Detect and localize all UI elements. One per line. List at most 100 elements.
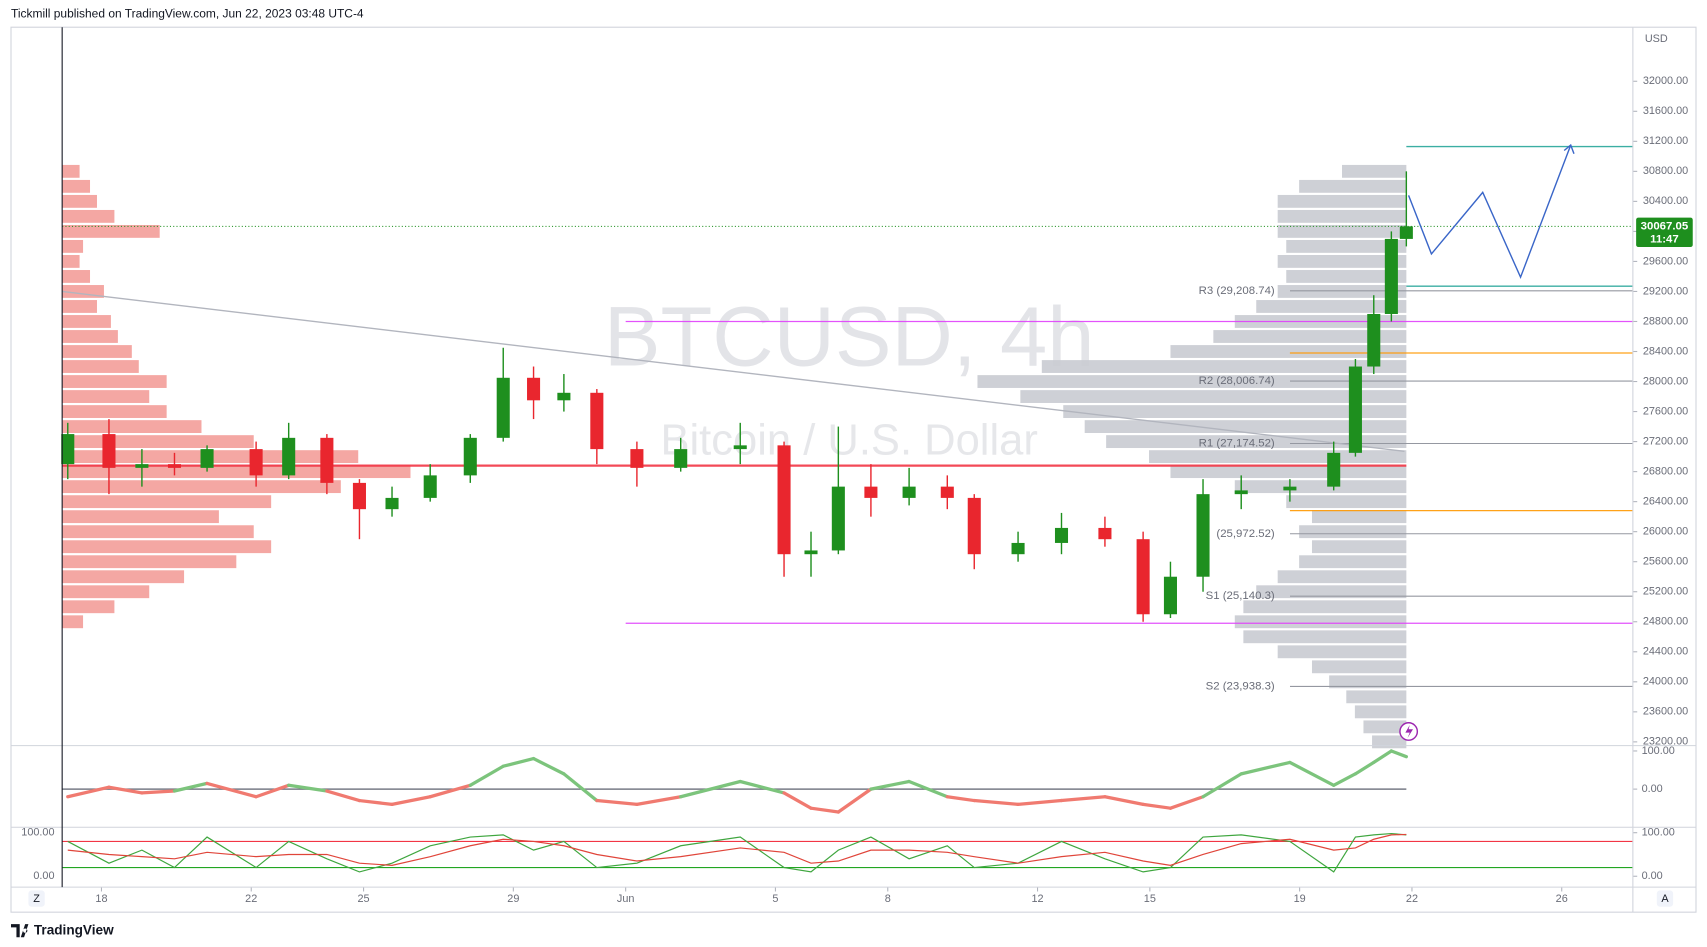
y-tick-label: 100.00 — [1642, 745, 1675, 757]
watermark-subtitle: Bitcoin / U.S. Dollar — [660, 417, 1037, 465]
volume-profile-bar — [1170, 465, 1407, 479]
y-tick-label: 27600.00 — [1643, 405, 1688, 417]
volume-profile-bar — [62, 255, 80, 268]
y-tick-label: 24000.00 — [1643, 676, 1688, 688]
last-price-countdown: 11:47 — [1650, 233, 1679, 245]
volume-profile-bar — [1299, 555, 1407, 569]
volume-profile-bar — [1329, 675, 1407, 689]
volume-profile-bar — [62, 194, 97, 208]
y-tick-label: 32000.00 — [1643, 75, 1688, 87]
y-tick-label: 100.00 — [1642, 827, 1675, 839]
projection-path — [1407, 144, 1572, 280]
volume-profile-bar — [1299, 525, 1407, 539]
candle-body — [135, 464, 149, 468]
pivot-label: R3 (29,208.74) — [1199, 285, 1275, 297]
volume-profile-bar — [62, 570, 185, 584]
volume-profile-bar — [1342, 164, 1407, 178]
candle-body — [352, 482, 366, 510]
volume-profile-bar — [62, 209, 115, 223]
x-tick-label: 12 — [1031, 893, 1043, 905]
volume-profile-bar — [62, 435, 254, 449]
volume-profile-bar — [1277, 209, 1407, 223]
oscillator-segment — [1389, 749, 1408, 759]
volume-profile-bar — [1311, 540, 1407, 554]
volume-profile-bar — [1243, 630, 1407, 644]
candle-body — [777, 445, 791, 555]
y-tick-label: 28800.00 — [1643, 315, 1688, 327]
volume-profile-bar — [62, 405, 167, 418]
candle-body — [967, 497, 981, 555]
stochastic-line — [67, 833, 1407, 866]
y-tick-label: 0.00 — [1642, 783, 1663, 795]
button-bg[interactable] — [1656, 890, 1674, 907]
button-a[interactable]: A — [1661, 893, 1669, 905]
oscillator-segment — [782, 791, 813, 810]
volume-profile-bar — [1234, 480, 1407, 494]
x-tick-label: 29 — [507, 893, 519, 905]
volume-profile-bar — [1286, 270, 1407, 283]
volume-profile-bar — [1311, 660, 1407, 674]
candle-body — [1384, 238, 1398, 314]
y-tick-label: 30400.00 — [1643, 195, 1688, 207]
candle-body — [102, 434, 116, 468]
volume-profile-bar — [1277, 570, 1407, 584]
y-tick-label: 23600.00 — [1643, 706, 1688, 718]
trendline — [62, 290, 1405, 453]
volume-profile-bar — [1286, 495, 1407, 509]
candle-body — [423, 475, 437, 498]
volume-profile-bar — [62, 420, 202, 434]
candle-body — [1098, 527, 1112, 540]
candle-body — [1163, 576, 1177, 615]
oscillator-segment — [1201, 772, 1243, 799]
volume-profile-bar — [1243, 600, 1407, 614]
oscillator-segment — [679, 779, 742, 799]
candle-body — [831, 486, 845, 551]
volume-profile-bar — [62, 164, 80, 178]
x-tick-label: 15 — [1144, 893, 1156, 905]
candle-body — [527, 377, 541, 401]
volume-profile-bar — [1286, 239, 1407, 253]
button-bg[interactable] — [28, 890, 45, 907]
oscillator-segment — [1353, 760, 1376, 776]
plot-layer: R3 (29,208.74) R2 (28,006.74) R1 (27,174.5… — [21, 33, 1693, 905]
x-tick-label: 25 — [358, 893, 370, 905]
volume-profile-bar — [62, 525, 254, 539]
volume-profile-bar — [1277, 255, 1407, 268]
oscillator-segment — [869, 779, 911, 791]
volume-profile-bar — [1256, 585, 1407, 599]
y-tick-label: 24400.00 — [1643, 646, 1688, 658]
volume-profile-bar — [62, 300, 97, 313]
y-tick-label: 29600.00 — [1643, 255, 1688, 267]
volume-profile-bar — [1372, 735, 1407, 749]
volume-profile-bar — [1170, 345, 1407, 358]
candle-body — [1011, 542, 1025, 555]
volume-profile-bar — [1277, 285, 1407, 298]
y-tick-label: 0.00 — [1642, 870, 1663, 882]
y-tick-label: 28000.00 — [1643, 375, 1688, 387]
y-tick-label: 26400.00 — [1643, 496, 1688, 508]
volume-profile-bar — [62, 179, 91, 193]
candle-body — [1054, 527, 1069, 543]
oscillator-segment — [809, 806, 840, 814]
volume-profile-bar — [1213, 330, 1407, 343]
y-tick-label: 31200.00 — [1643, 135, 1688, 147]
volume-profile-bar — [977, 375, 1407, 388]
volume-profile-bar — [62, 480, 341, 494]
logo-text: TradingView — [34, 922, 114, 937]
candle-body — [200, 449, 214, 468]
oscillator-segment — [287, 783, 329, 793]
button-z[interactable]: Z — [33, 893, 40, 905]
oscillator-segment — [907, 779, 949, 799]
x-tick-label: 22 — [1406, 893, 1418, 905]
volume-profile-bar — [62, 224, 160, 238]
volume-profile-bar — [1363, 720, 1407, 734]
volume-profile-bar — [62, 555, 237, 569]
candle-body — [557, 392, 571, 401]
volume-profile-bar — [62, 495, 272, 509]
candle-body — [1399, 226, 1413, 239]
volume-profile-bar — [1346, 690, 1407, 704]
x-tick-label: 26 — [1556, 893, 1568, 905]
x-tick-label: 22 — [245, 893, 257, 905]
